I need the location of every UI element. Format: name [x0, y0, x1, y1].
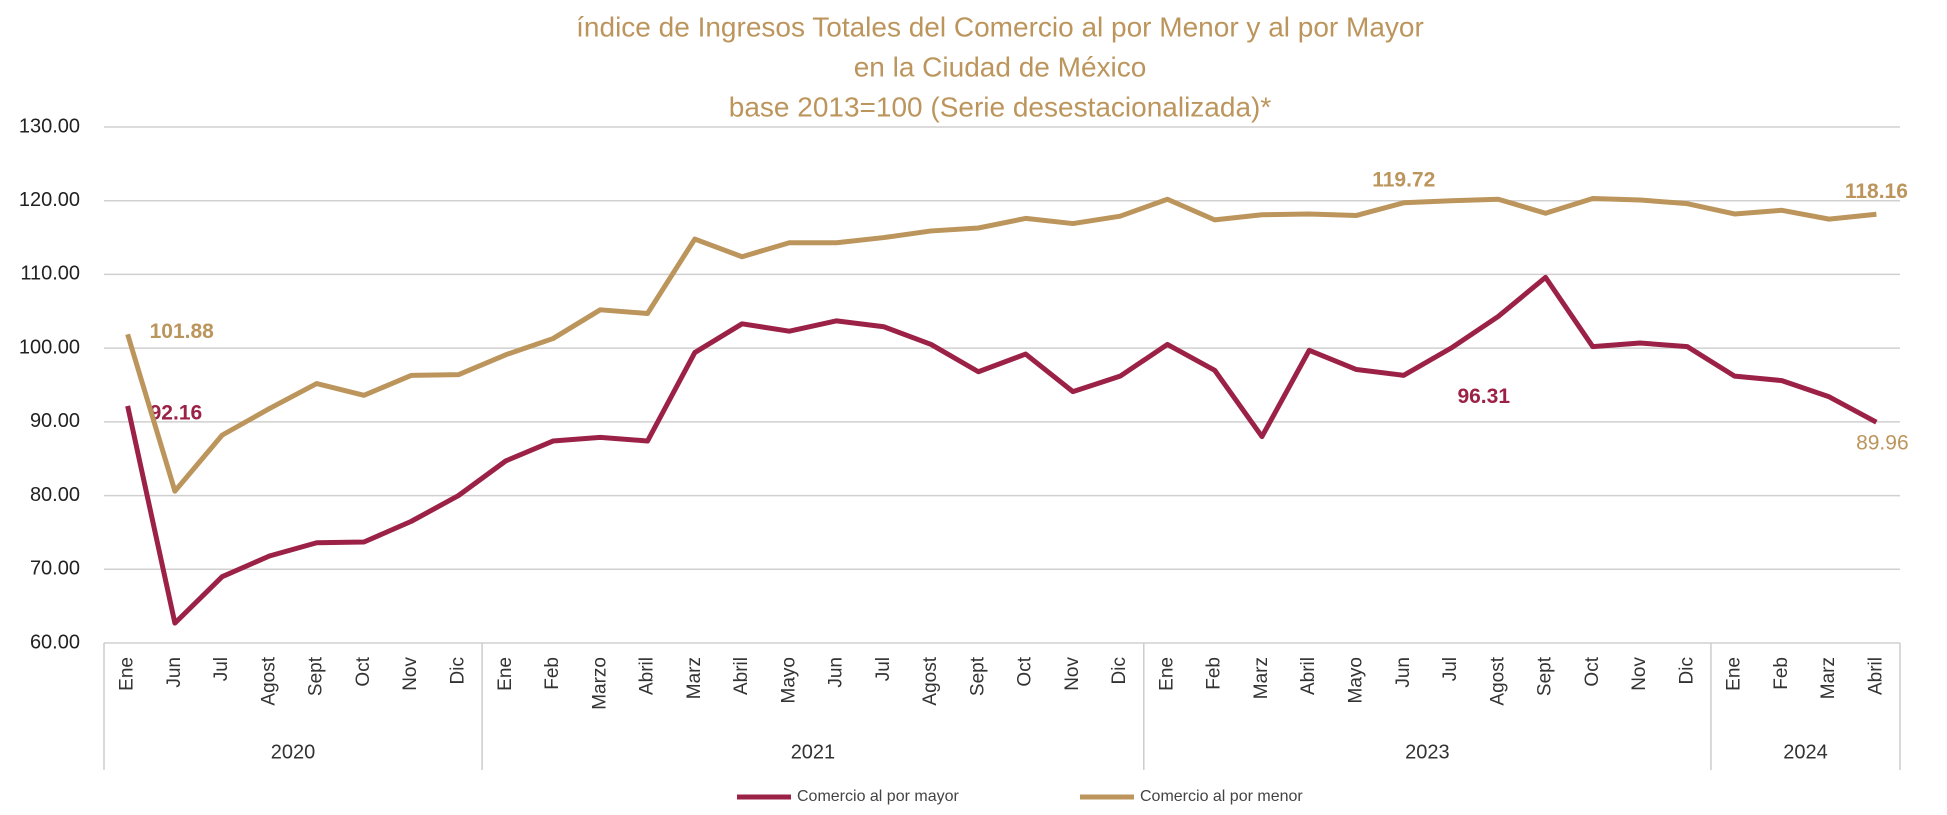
x-tick-label: Feb: [1204, 657, 1225, 690]
x-tick-label: Jul: [1440, 657, 1461, 681]
series-line: [125, 274, 1878, 626]
x-tick-label: Oct: [353, 656, 374, 686]
y-tick-label: 80.00: [30, 484, 80, 506]
x-tick-label: Nov: [400, 657, 421, 691]
x-tick-label: Abril: [1865, 657, 1886, 695]
x-tick-label: Jul: [873, 657, 894, 681]
x-tick-label: Agost: [1487, 656, 1508, 705]
data-label: 96.31: [1457, 385, 1510, 408]
x-tick-label: Mayo: [1345, 657, 1366, 703]
x-tick-label: Sept: [1535, 656, 1556, 696]
x-tick-label: Sept: [967, 656, 988, 696]
x-tick-label: Abril: [637, 657, 658, 695]
chart-title: índice de Ingresos Totales del Comercio …: [576, 11, 1424, 42]
x-tick-label: Jun: [1393, 657, 1414, 688]
x-tick-label: Oct: [1582, 656, 1603, 686]
chart-title: base 2013=100 (Serie desestacionalizada)…: [729, 91, 1272, 122]
y-tick-label: 120.00: [19, 189, 80, 211]
y-tick-label: 110.00: [20, 263, 80, 285]
group-label: 2023: [1405, 741, 1450, 763]
y-tick-label: 70.00: [30, 558, 80, 580]
x-tick-label: Jun: [164, 657, 185, 688]
x-tick-label: Nov: [1062, 657, 1083, 691]
data-label: 118.16: [1845, 180, 1908, 203]
x-tick-label: Dic: [1109, 657, 1130, 684]
legend-label: Comercio al por mayor: [797, 788, 960, 805]
data-label: 89.96: [1856, 432, 1909, 455]
data-label: 101.88: [150, 320, 215, 343]
x-tick-label: Dic: [447, 657, 468, 684]
x-tick-label: Nov: [1629, 657, 1650, 691]
x-tick-label: Mayo: [778, 657, 799, 703]
x-tick-label: Sept: [306, 656, 327, 696]
x-tick-label: Abril: [731, 657, 752, 695]
x-tick-label: Dic: [1676, 657, 1697, 684]
x-tick-label: Abril: [1298, 657, 1319, 695]
legend-label: Comercio al por menor: [1140, 788, 1303, 805]
x-tick-label: Jul: [211, 657, 232, 681]
x-tick-label: Ene: [117, 657, 138, 691]
x-tick-label: Feb: [542, 657, 563, 690]
x-tick-label: Marz: [1251, 657, 1272, 699]
x-tick-label: Ene: [495, 657, 516, 691]
group-label: 2021: [791, 741, 836, 763]
x-tick-label: Agost: [258, 656, 279, 705]
group-label: 2020: [271, 741, 316, 763]
x-tick-label: Oct: [1015, 656, 1036, 686]
x-tick-label: Ene: [1724, 657, 1745, 691]
x-tick-label: Feb: [1771, 657, 1792, 690]
y-tick-label: 90.00: [30, 410, 80, 432]
y-tick-label: 100.00: [19, 336, 80, 358]
y-tick-label: 60.00: [30, 631, 80, 653]
series-line: [125, 196, 1877, 494]
chart-title: en la Ciudad de México: [854, 51, 1147, 82]
data-label: 92.16: [150, 401, 203, 424]
x-tick-label: Marz: [684, 657, 705, 699]
y-tick-label: 130.00: [19, 115, 80, 137]
group-label: 2024: [1783, 741, 1828, 763]
x-tick-label: Ene: [1156, 657, 1177, 691]
data-label: 119.72: [1372, 168, 1435, 191]
x-tick-label: Marzo: [589, 657, 610, 710]
x-tick-label: Agost: [920, 656, 941, 705]
x-tick-label: Marz: [1818, 657, 1839, 699]
x-tick-label: Jun: [826, 657, 847, 688]
